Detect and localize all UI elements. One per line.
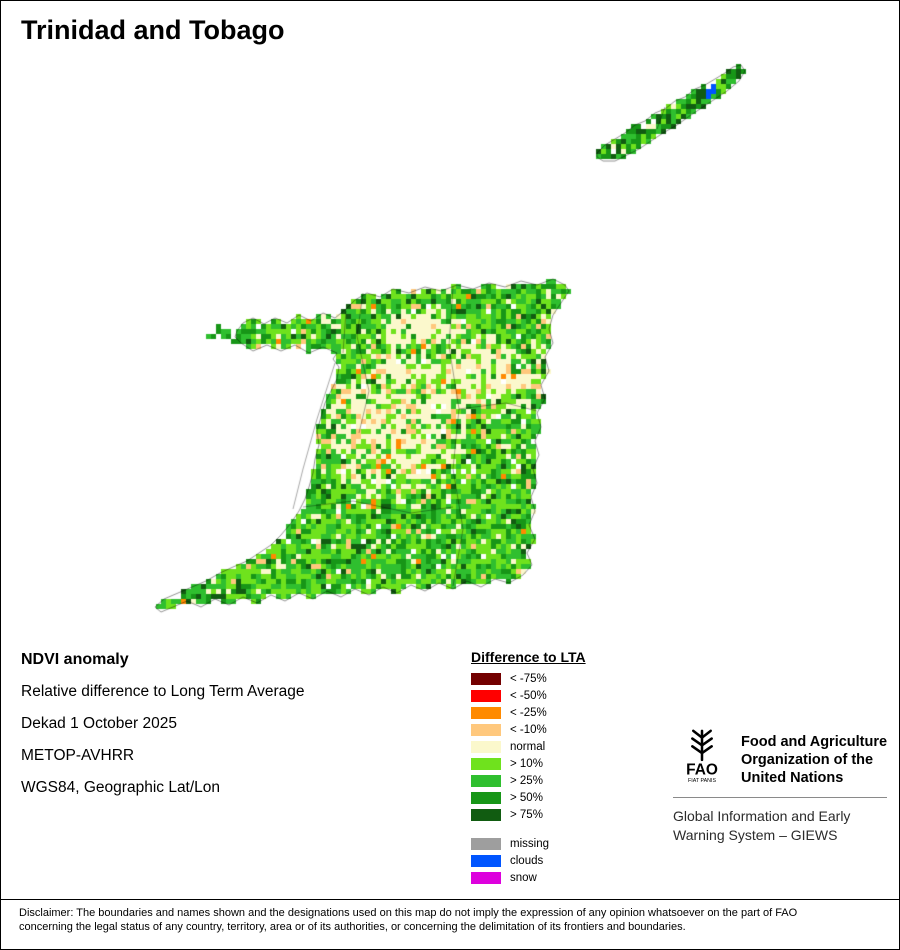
giews-line-1: Global Information and Early	[673, 808, 851, 824]
legend-label: < -25%	[510, 707, 547, 719]
disclaimer: Disclaimer: The boundaries and names sho…	[19, 907, 887, 934]
legend-label: < -75%	[510, 673, 547, 685]
fao-logo-text: FAO	[686, 761, 718, 778]
fao-divider	[673, 797, 887, 798]
legend-swatch	[471, 758, 501, 770]
fao-header: FAO FIAT PANIS Food and Agriculture Orga…	[673, 725, 889, 787]
info-line-projection: WGS84, Geographic Lat/Lon	[21, 779, 221, 796]
fao-logo-icon: FAO FIAT PANIS	[686, 729, 718, 784]
map-canvas	[1, 1, 899, 661]
fao-name: Food and Agriculture Organization of the…	[741, 725, 887, 787]
footer-divider	[1, 899, 899, 900]
fao-logo-motto: FIAT PANIS	[688, 778, 716, 784]
legend-swatch	[471, 724, 501, 736]
legend-title: Difference to LTA	[471, 649, 586, 665]
legend-label: clouds	[510, 855, 544, 867]
legend-row-class-1: < -50%	[471, 690, 586, 702]
fao-name-line-3: United Nations	[741, 770, 844, 786]
legend-swatch	[471, 792, 501, 804]
info-line-description: Relative difference to Long Term Average	[21, 683, 305, 700]
legend-label: < -10%	[510, 724, 547, 736]
legend-row-class-5: > 10%	[471, 758, 586, 770]
legend-row-extra-2: snow	[471, 872, 586, 884]
legend-row-extra-0: missing	[471, 838, 586, 850]
legend-row-extra-1: clouds	[471, 855, 586, 867]
legend-swatch	[471, 838, 501, 850]
info-line-sensor: METOP-AVHRR	[21, 747, 135, 764]
legend-row-class-8: > 75%	[471, 809, 586, 821]
legend-swatch	[471, 809, 501, 821]
legend-swatch	[471, 741, 501, 753]
legend-swatch	[471, 775, 501, 787]
legend-row-class-3: < -10%	[471, 724, 586, 736]
legend-swatch	[471, 872, 501, 884]
fao-block: FAO FIAT PANIS Food and Agriculture Orga…	[673, 725, 889, 845]
legend-label: > 10%	[510, 758, 543, 770]
disclaimer-line-1: Disclaimer: The boundaries and names sho…	[19, 907, 798, 919]
legend-label: < -50%	[510, 690, 547, 702]
legend-classes: < -75% < -50% < -25% < -10% normal > 10% > 25%…	[471, 673, 586, 821]
legend-swatch	[471, 690, 501, 702]
page-title: Trinidad and Tobago	[21, 15, 285, 45]
fao-name-line-1: Food and Agriculture	[741, 734, 888, 750]
legend-label: > 75%	[510, 809, 543, 821]
fao-name-line-2: Organization of the	[741, 752, 874, 768]
legend-row-class-0: < -75%	[471, 673, 586, 685]
legend-label: > 50%	[510, 792, 543, 804]
legend-swatch	[471, 855, 501, 867]
legend-label: normal	[510, 741, 546, 753]
legend-swatch	[471, 673, 501, 685]
legend-row-class-6: > 25%	[471, 775, 586, 787]
legend-label: snow	[510, 872, 537, 884]
disclaimer-line-2: concerning the legal status of any count…	[19, 920, 686, 933]
map-info-block: NDVI anomaly Relative difference to Long…	[21, 651, 305, 811]
info-line-dekad: Dekad 1 October 2025	[21, 715, 177, 732]
giews-line-2: Warning System – GIEWS	[673, 827, 838, 843]
info-heading: NDVI anomaly	[21, 651, 129, 668]
legend-label: missing	[510, 838, 549, 850]
giews-name: Global Information and Early Warning Sys…	[673, 807, 889, 845]
legend-row-class-4: normal	[471, 741, 586, 753]
legend-swatch	[471, 707, 501, 719]
legend-row-class-7: > 50%	[471, 792, 586, 804]
legend: Difference to LTA < -75% < -50% < -25% < -1…	[471, 649, 586, 889]
legend-extra: missing clouds snow	[471, 838, 586, 884]
legend-row-class-2: < -25%	[471, 707, 586, 719]
legend-label: > 25%	[510, 775, 543, 787]
